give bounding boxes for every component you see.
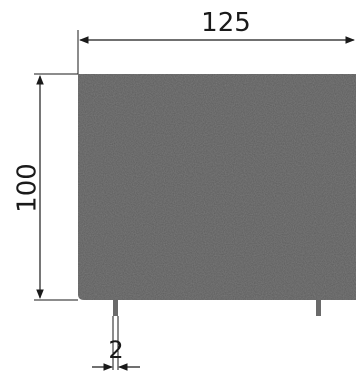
acoustic-panel — [78, 74, 356, 300]
panel-leg-left — [113, 300, 118, 316]
height-dimension: 100 — [13, 73, 78, 301]
width-label: 125 — [201, 8, 251, 38]
leg-gap-dimension: 2 — [92, 316, 140, 371]
width-dimension: 125 — [77, 8, 355, 74]
panel-leg-right — [316, 300, 321, 316]
height-label: 100 — [13, 163, 43, 213]
leg-gap-label: 2 — [108, 336, 123, 364]
